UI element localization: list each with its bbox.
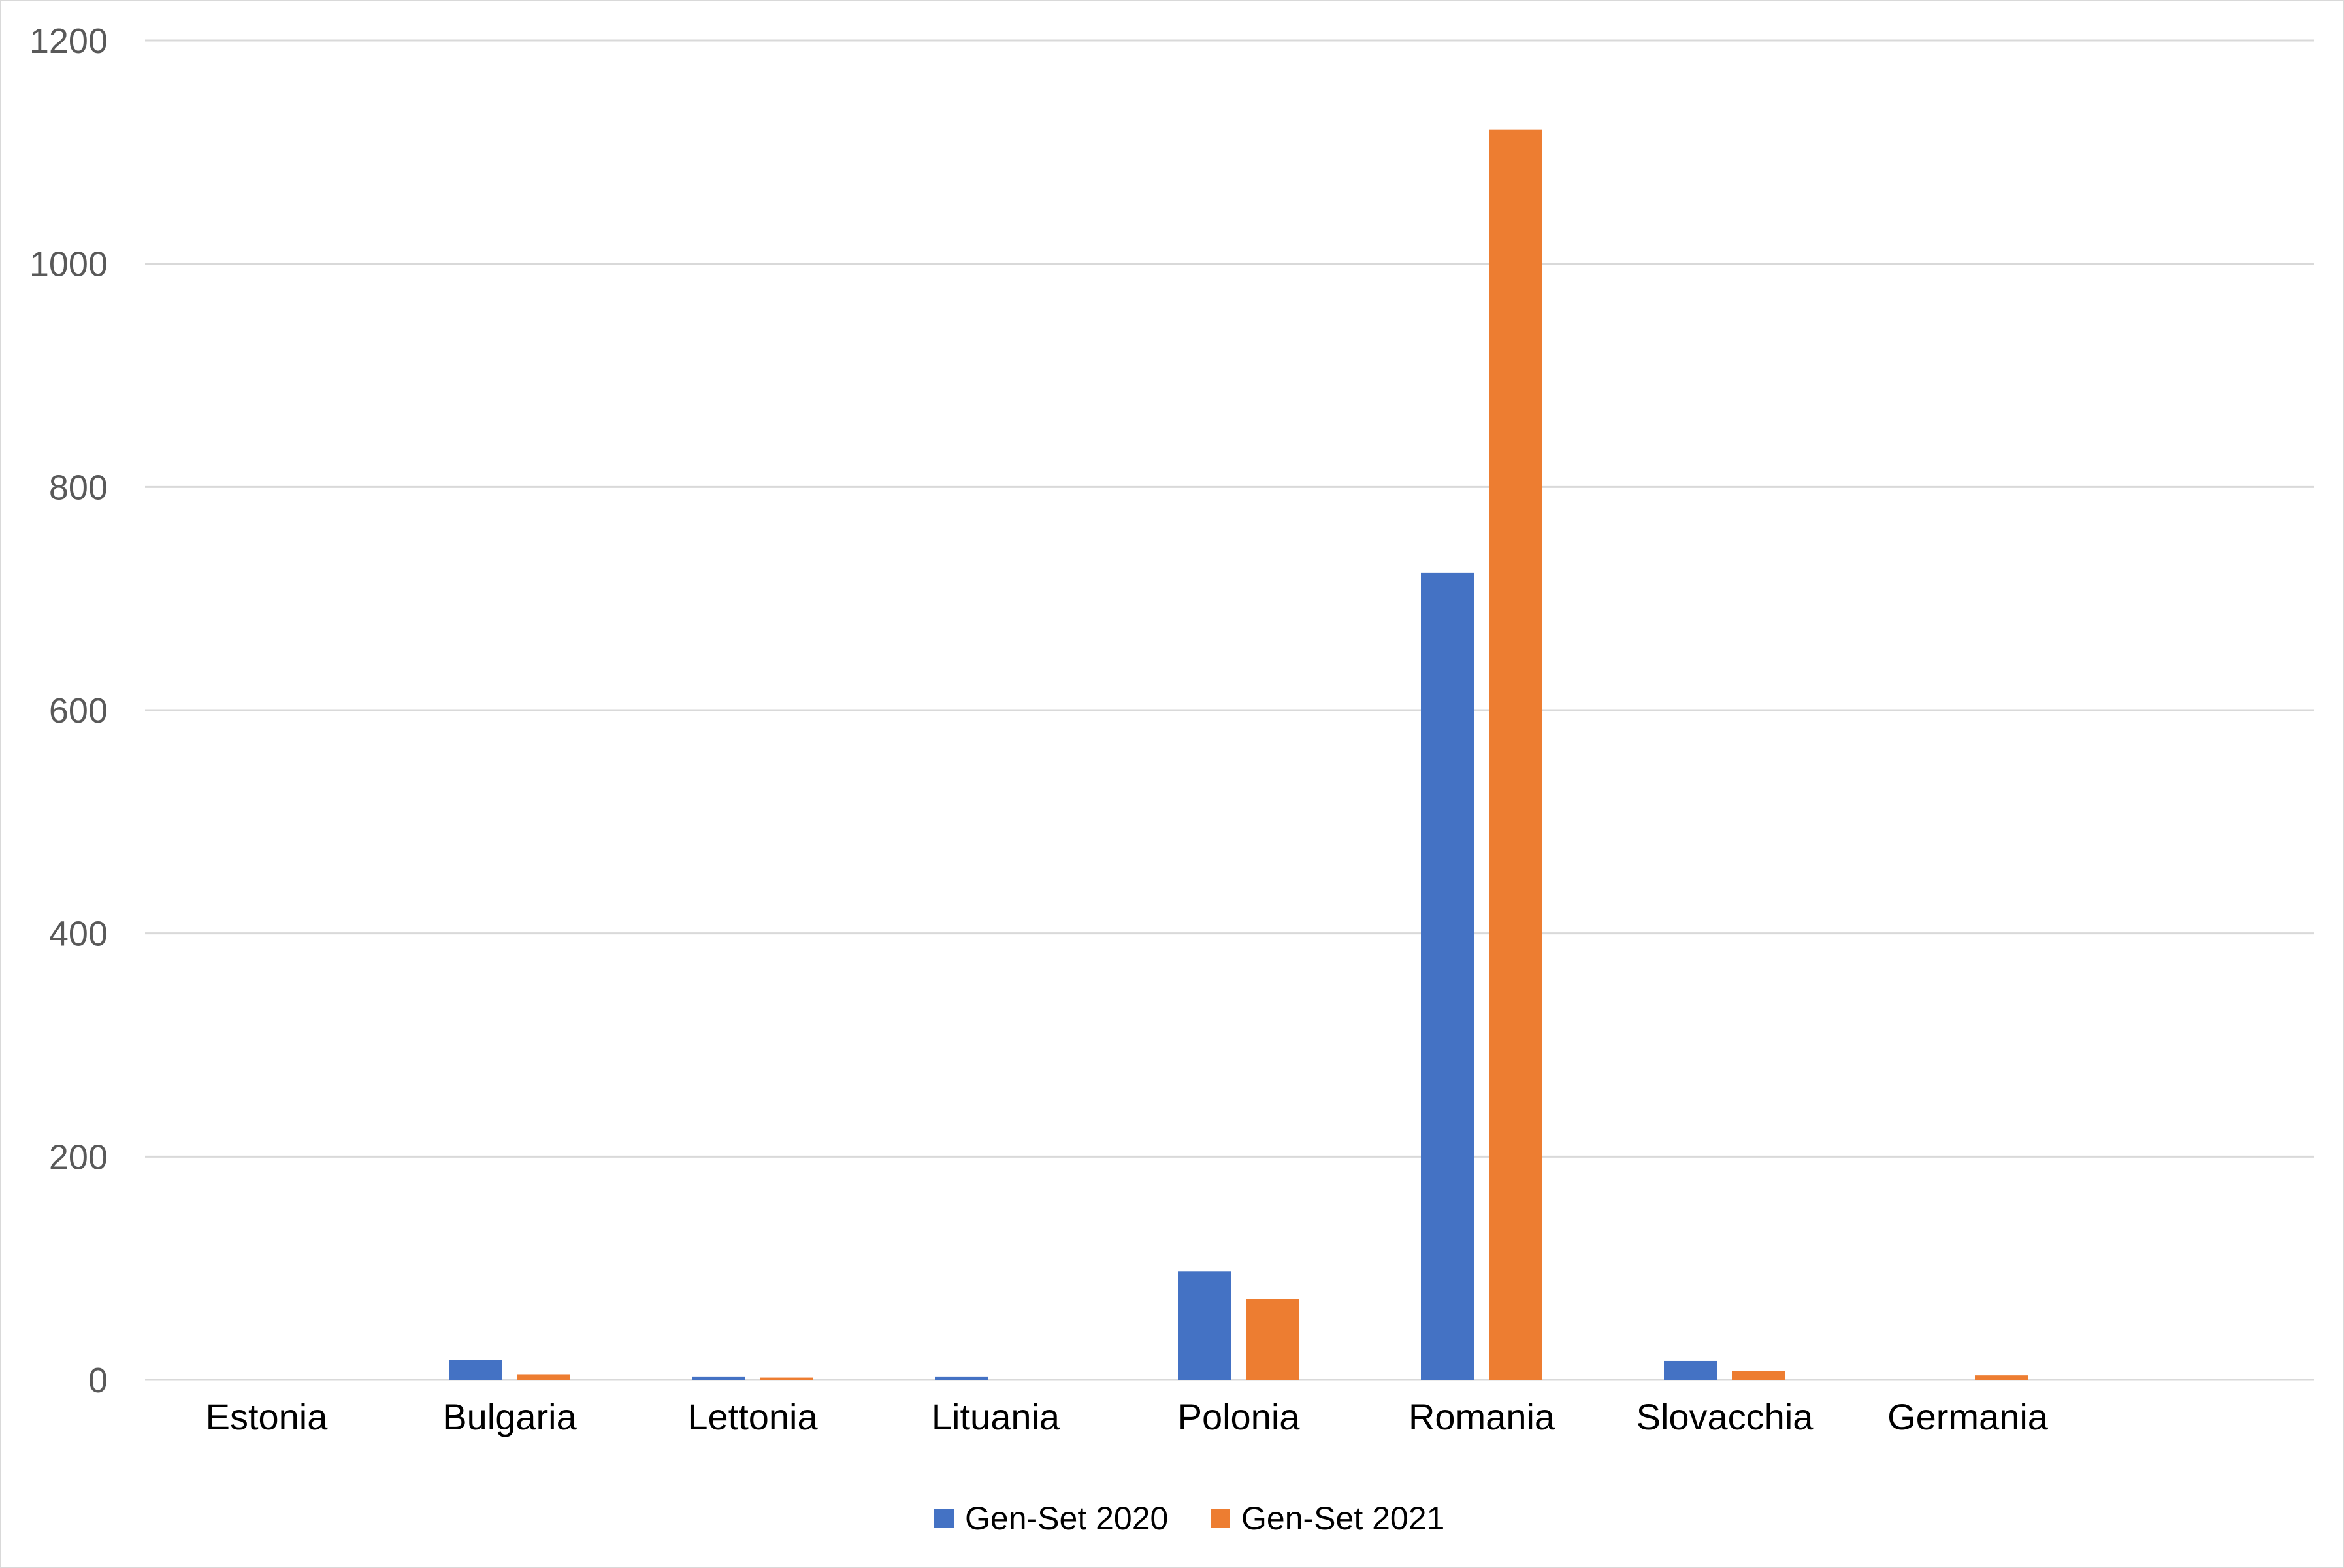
x-tick-label: Bulgaria (442, 1396, 577, 1437)
y-tick-label: 400 (49, 915, 108, 954)
bar (935, 1376, 988, 1380)
bar (760, 1377, 813, 1380)
gridlines (145, 39, 2314, 1381)
x-tick-label: Slovacchia (1636, 1396, 1814, 1437)
x-tick-label: Lettonia (687, 1396, 818, 1437)
y-tick-label: 1000 (29, 245, 108, 284)
bar (449, 1360, 502, 1380)
bars (449, 129, 2028, 1380)
y-tick-label: 200 (49, 1137, 108, 1177)
x-tick-label: Polonia (1178, 1396, 1301, 1437)
y-tick-label: 1200 (29, 22, 108, 61)
bar (1246, 1299, 1299, 1380)
x-tick-label: Lituania (932, 1396, 1060, 1437)
y-tick-label: 0 (88, 1361, 108, 1400)
bar (1421, 572, 1474, 1380)
legend-swatch (1211, 1509, 1230, 1528)
bar (1975, 1375, 2028, 1380)
bar (1732, 1371, 1785, 1380)
bar (1178, 1271, 1231, 1380)
legend: Gen-Set 2020 Gen-Set 2021 (934, 1500, 1444, 1537)
x-tick-label: Estonia (206, 1396, 329, 1437)
x-tick-label: Germania (1887, 1396, 2049, 1437)
legend-swatch (934, 1509, 954, 1528)
bar (692, 1376, 745, 1380)
y-tick-label: 600 (49, 691, 108, 730)
x-axis-ticks: Estonia Bulgaria Lettonia Lituania Polonia Ro… (206, 1396, 2049, 1437)
x-tick-label: Romania (1408, 1396, 1555, 1437)
legend-label: Gen-Set 2020 (965, 1500, 1168, 1537)
bar (517, 1374, 570, 1380)
y-tick-label: 800 (49, 468, 108, 507)
bar (1664, 1360, 1717, 1380)
y-axis-ticks: 0 200 400 600 800 1000 1200 (29, 22, 108, 1400)
bar (1489, 129, 1542, 1380)
legend-label: Gen-Set 2021 (1241, 1500, 1444, 1537)
